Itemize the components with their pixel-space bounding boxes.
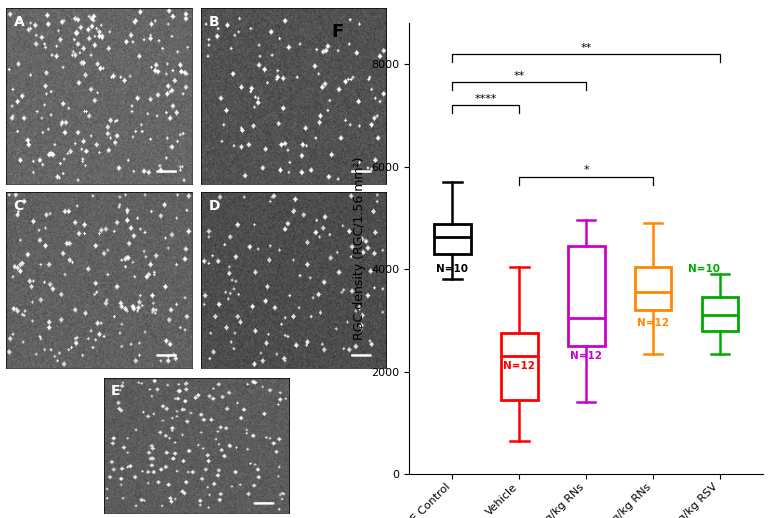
- Text: N=12: N=12: [503, 362, 535, 371]
- Text: N=12: N=12: [570, 351, 602, 361]
- Text: E: E: [111, 383, 121, 397]
- Text: *: *: [583, 165, 589, 176]
- Text: **: **: [513, 70, 525, 81]
- Text: C: C: [14, 199, 24, 213]
- PathPatch shape: [702, 297, 738, 330]
- PathPatch shape: [501, 333, 538, 400]
- Text: D: D: [209, 199, 220, 213]
- Text: ****: ****: [474, 94, 497, 104]
- PathPatch shape: [635, 267, 671, 310]
- Text: B: B: [209, 15, 219, 29]
- PathPatch shape: [434, 224, 471, 254]
- Text: **: **: [580, 42, 592, 52]
- Y-axis label: RGC density (RGC/1.56 mm²): RGC density (RGC/1.56 mm²): [353, 157, 365, 340]
- Text: A: A: [14, 15, 24, 29]
- Text: N=12: N=12: [637, 318, 669, 328]
- Text: N=10: N=10: [688, 264, 720, 274]
- Text: F: F: [331, 23, 344, 41]
- Text: N=10: N=10: [436, 264, 468, 274]
- PathPatch shape: [568, 246, 605, 346]
